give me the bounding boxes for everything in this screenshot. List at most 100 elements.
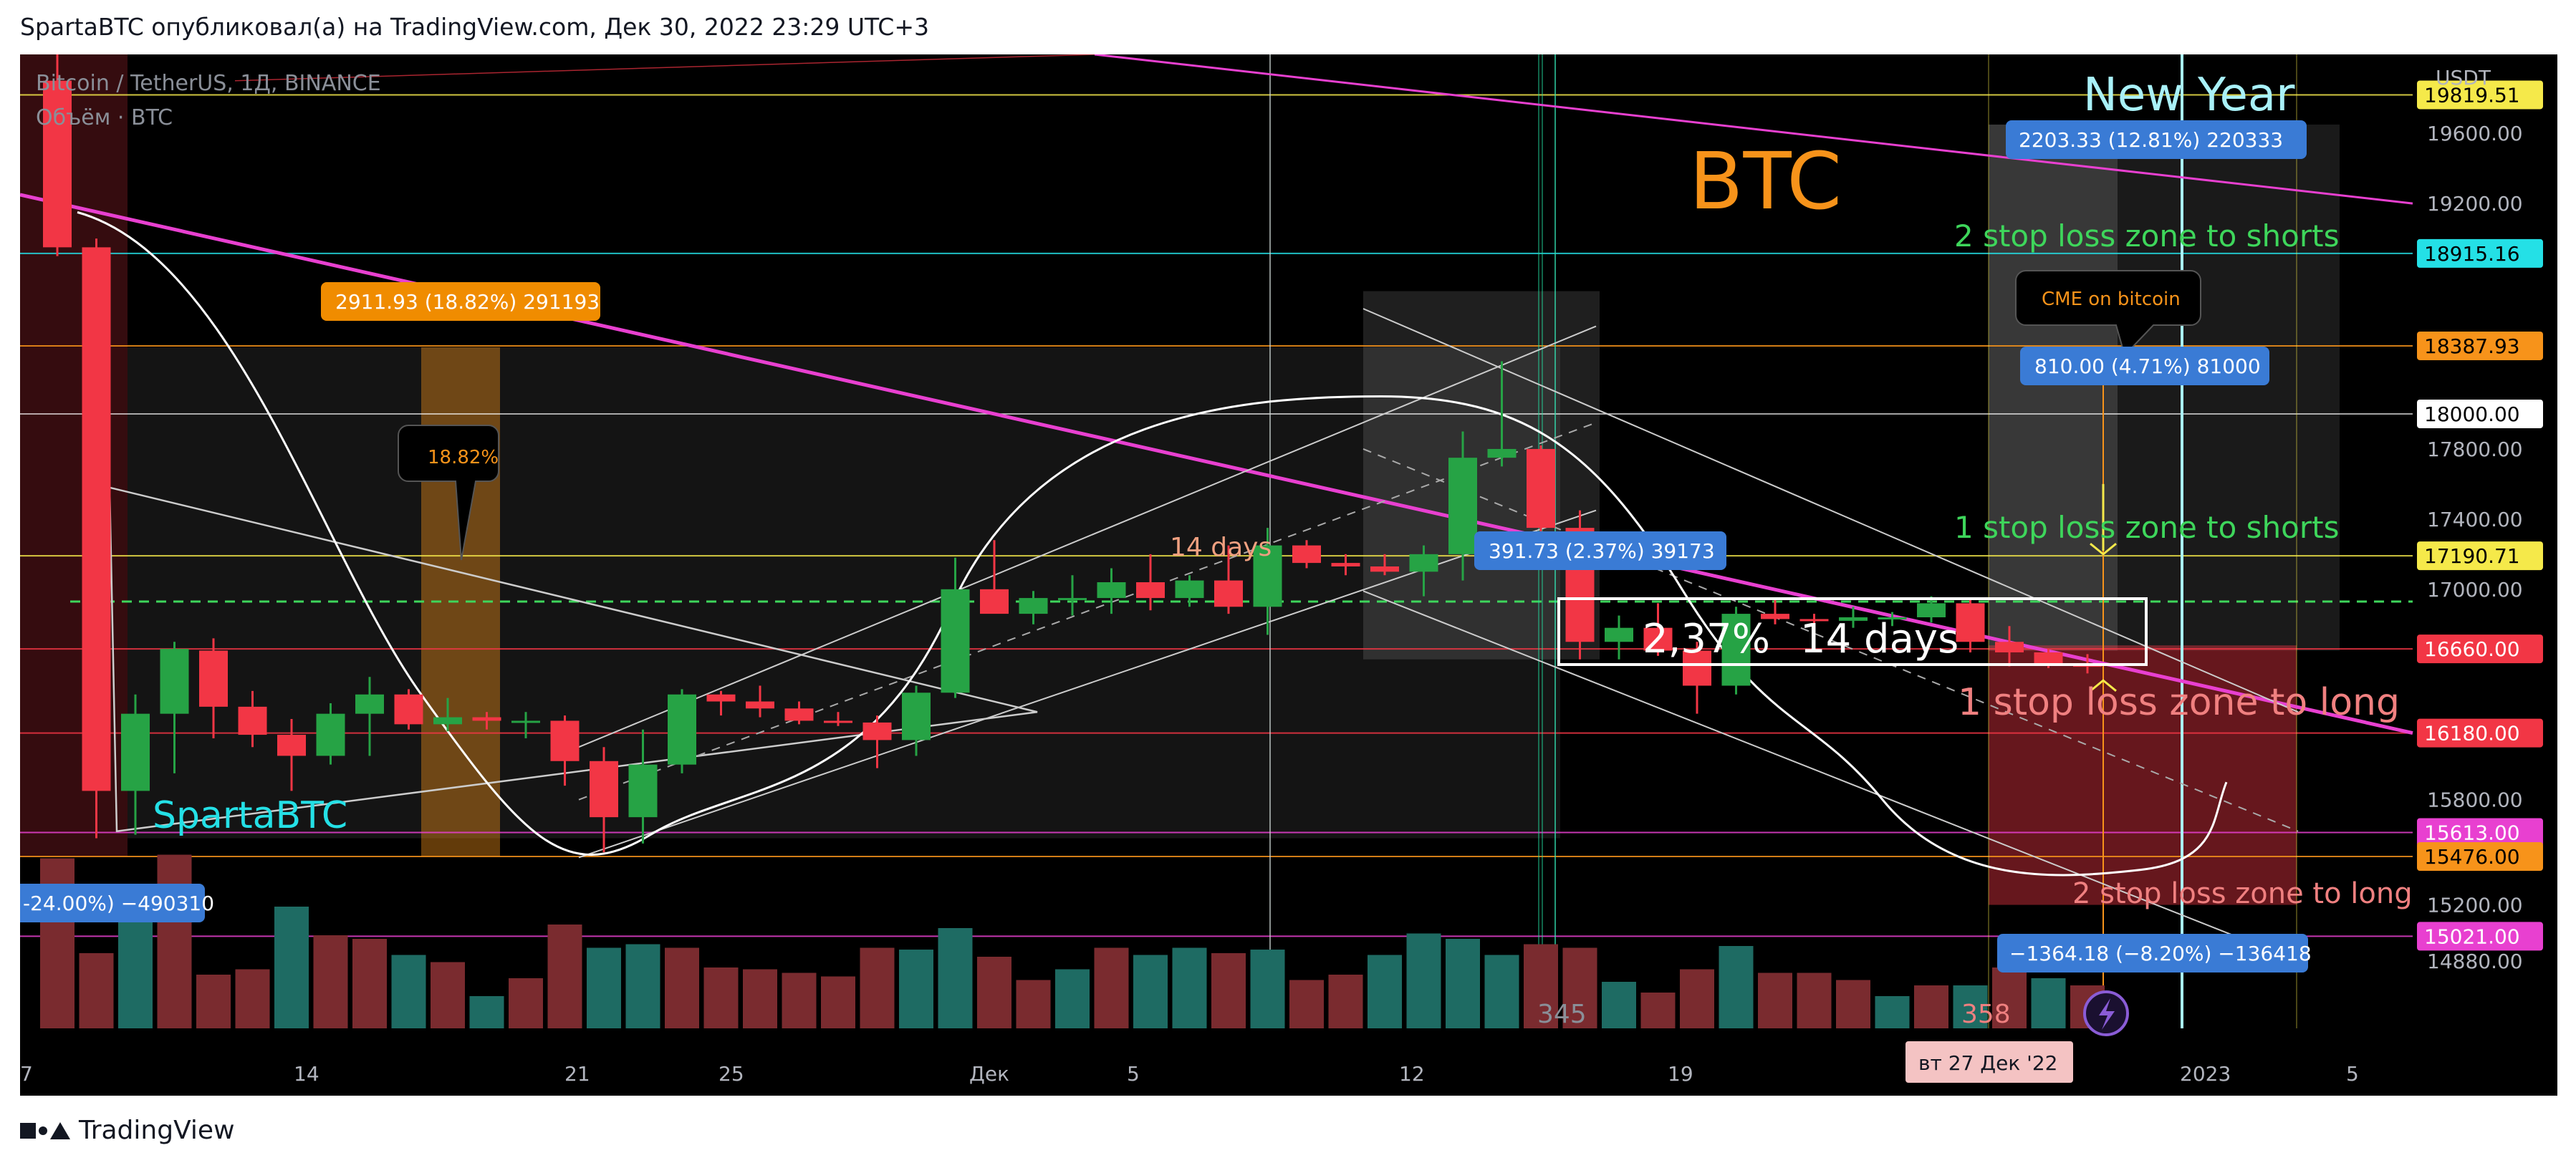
volume-bar — [1640, 993, 1676, 1028]
vol-358: 358 — [1961, 1000, 2011, 1029]
volume-bar — [118, 921, 153, 1028]
volume-bar — [1680, 969, 1714, 1028]
magenta-upper-line — [1094, 54, 2413, 205]
volume-bar — [1719, 946, 1754, 1028]
price-tick: 19600.00 — [2427, 122, 2523, 145]
svg-text:810.00 (4.71%) 81000: 810.00 (4.71%) 81000 — [2034, 354, 2261, 378]
candle-body — [550, 720, 580, 761]
candle-body — [706, 694, 736, 702]
stop1-shorts-label: 1 stop loss zone to shorts — [1954, 510, 2340, 545]
volume-bar — [1562, 947, 1597, 1028]
time-tick: 21 — [564, 1062, 590, 1086]
volume-bar — [1524, 944, 1558, 1028]
crosshair-date: вт 27 Дек '22 — [1905, 1041, 2073, 1083]
measure-810: 810.00 (4.71%) 81000 — [2020, 347, 2269, 385]
price-label: 18915.16 — [2424, 242, 2520, 266]
price-tick: 17800.00 — [2427, 438, 2523, 461]
svg-text:2203.33 (12.81%) 220333: 2203.33 (12.81%) 220333 — [2019, 128, 2283, 152]
price-label: 19819.51 — [2424, 83, 2520, 107]
candle-body — [1721, 614, 1751, 686]
price-label-bg — [2417, 331, 2543, 360]
candle-body — [433, 717, 462, 725]
volume-bar — [391, 955, 426, 1028]
candle-body — [1995, 642, 2024, 652]
price-label-bg — [2417, 238, 2543, 268]
volume-bar — [509, 978, 543, 1028]
price-label-bg — [2417, 541, 2543, 571]
price-chart[interactable]: 14880.00 15200.00 15800.00 17000.00 17400.00… — [20, 54, 2557, 1096]
candle-body — [824, 720, 852, 723]
candle-body — [1019, 598, 1048, 614]
volume-bar — [1484, 955, 1519, 1028]
desc-channel-mid — [1363, 448, 2299, 832]
time-tick: 25 — [719, 1062, 744, 1086]
vol-345: 345 — [1537, 1000, 1587, 1029]
volume-bar — [274, 907, 309, 1028]
candle-body — [1487, 448, 1517, 458]
tradingview-logo-icon — [20, 1121, 70, 1139]
stop2-long-label: 2 stop loss zone to long — [2072, 877, 2413, 910]
candle-body — [628, 764, 658, 818]
price-label-bg — [2417, 841, 2543, 871]
candle-body — [1448, 458, 1477, 554]
volume-bar — [1797, 972, 1832, 1028]
triangle-pattern — [108, 486, 1038, 833]
background-layer — [20, 54, 2413, 1028]
candle-body — [316, 713, 345, 756]
candle-body — [980, 589, 1009, 614]
measure-2203: 2203.33 (12.81%) 220333 — [2006, 120, 2307, 159]
volume-bar — [1094, 947, 1129, 1028]
candle-body — [1214, 580, 1243, 607]
stop2-shorts-label: 2 stop loss zone to shorts — [1954, 218, 2340, 254]
time-tick: 12 — [1399, 1062, 1425, 1086]
time-tick: 5 — [2346, 1062, 2359, 1086]
yellow-arrowhead-2 — [2090, 679, 2117, 692]
volume-bar — [899, 950, 933, 1028]
candle-body — [1370, 566, 1399, 572]
time-tick: 2023 — [2180, 1062, 2231, 1086]
volume-bar — [821, 976, 855, 1028]
volume-bar — [1406, 933, 1441, 1028]
svg-text:вт 27 Дек '22: вт 27 Дек '22 — [1918, 1051, 2057, 1075]
range-box — [1557, 597, 2148, 666]
candle-body — [1761, 614, 1789, 619]
axis-layer: 14880.00 15200.00 15800.00 17000.00 17400.00… — [20, 80, 2543, 1086]
candle-body — [394, 694, 423, 725]
price-tick: 14880.00 — [2427, 950, 2523, 973]
candle-body — [1175, 580, 1204, 599]
candle-body — [82, 247, 111, 791]
chart-area[interactable]: 14880.00 15200.00 15800.00 17000.00 17400.00… — [20, 54, 2557, 1096]
candle-body — [590, 761, 618, 818]
svg-text:-24.00%) −490310: -24.00%) −490310 — [23, 892, 214, 915]
volume-bar — [1836, 980, 1870, 1028]
currency-label: USDT — [2436, 66, 2491, 90]
volume-bar — [431, 962, 465, 1028]
candle-body — [1527, 448, 1555, 529]
candle-body — [472, 717, 501, 721]
candle-body — [1683, 650, 1711, 686]
candle-body — [43, 80, 72, 248]
price-label-bg — [2417, 80, 2543, 110]
candle-body — [355, 694, 384, 714]
range-box-days: 14 days — [1800, 616, 1959, 662]
candle-body — [1917, 603, 1946, 617]
price-label: 15476.00 — [2424, 845, 2520, 869]
tradingview-logo[interactable]: TradingView — [20, 1116, 235, 1145]
candle-body — [1605, 627, 1633, 642]
price-label-bg — [2417, 718, 2543, 748]
candle-body — [2034, 652, 2063, 665]
tradingview-brand: TradingView — [79, 1116, 235, 1145]
lightning-icon[interactable] — [2083, 990, 2129, 1036]
price-label: 15021.00 — [2424, 925, 2520, 948]
candle-body — [1643, 627, 1673, 651]
candle-body — [1878, 617, 1907, 619]
volume-bar — [157, 854, 192, 1028]
volume-bar — [1602, 982, 1636, 1028]
price-label: 17190.71 — [2424, 544, 2520, 568]
short-zone-2 — [2118, 124, 2340, 651]
volume-bar — [352, 939, 387, 1028]
price-label: 18387.93 — [2424, 334, 2520, 358]
svg-text:391.73 (2.37%) 39173: 391.73 (2.37%) 39173 — [1489, 539, 1715, 563]
price-label: 16180.00 — [2424, 722, 2520, 745]
measure-neg24: -24.00%) −490310 — [20, 884, 214, 922]
